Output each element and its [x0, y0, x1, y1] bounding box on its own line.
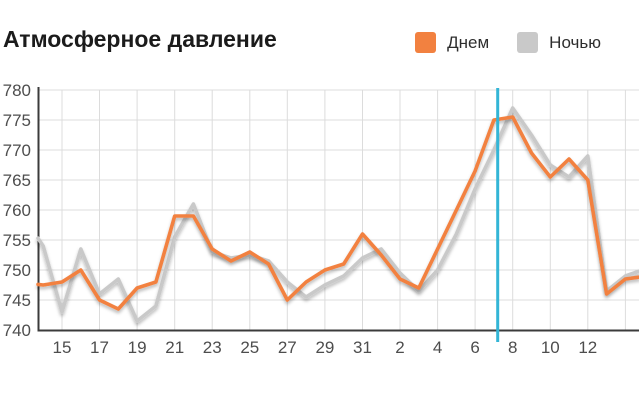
- y-axis-label: 775: [3, 111, 31, 130]
- legend-swatch-day-icon: [415, 32, 437, 53]
- y-axis-label: 765: [3, 171, 31, 190]
- x-axis-label: 29: [315, 338, 334, 357]
- x-axis-label: 19: [128, 338, 147, 357]
- x-axis-label: 15: [53, 338, 72, 357]
- x-axis-label: 12: [578, 338, 597, 357]
- legend: Днем Ночью: [415, 32, 601, 53]
- legend-item-night[interactable]: Ночью: [517, 32, 601, 53]
- legend-item-day[interactable]: Днем: [415, 32, 489, 53]
- x-axis-label: 6: [470, 338, 479, 357]
- x-axis-label: 27: [278, 338, 297, 357]
- x-axis-label: 10: [541, 338, 560, 357]
- series-line-night[interactable]: [36, 106, 639, 323]
- series-line-day[interactable]: [36, 115, 639, 311]
- legend-label-night: Ночью: [549, 32, 601, 52]
- x-axis-label: 4: [433, 338, 442, 357]
- y-axis-label: 770: [3, 141, 31, 160]
- legend-swatch-night-icon: [517, 32, 539, 53]
- y-axis-label: 745: [3, 291, 31, 310]
- legend-label-day: Днем: [447, 32, 490, 52]
- x-axis-label: 8: [508, 338, 517, 357]
- y-axis-label: 760: [3, 201, 31, 220]
- x-axis-label: 25: [240, 338, 259, 357]
- chart-title: Атмосферное давление: [3, 26, 277, 52]
- y-axis-label: 755: [3, 231, 31, 250]
- y-axis-label: 780: [3, 81, 31, 100]
- x-axis-label: 17: [90, 338, 109, 357]
- x-axis-label: 31: [353, 338, 372, 357]
- x-axis-label: 2: [395, 338, 404, 357]
- x-axis-label: 23: [203, 338, 222, 357]
- y-axis-label: 750: [3, 261, 31, 280]
- y-axis-label: 740: [3, 321, 31, 340]
- x-axis-label: 21: [165, 338, 184, 357]
